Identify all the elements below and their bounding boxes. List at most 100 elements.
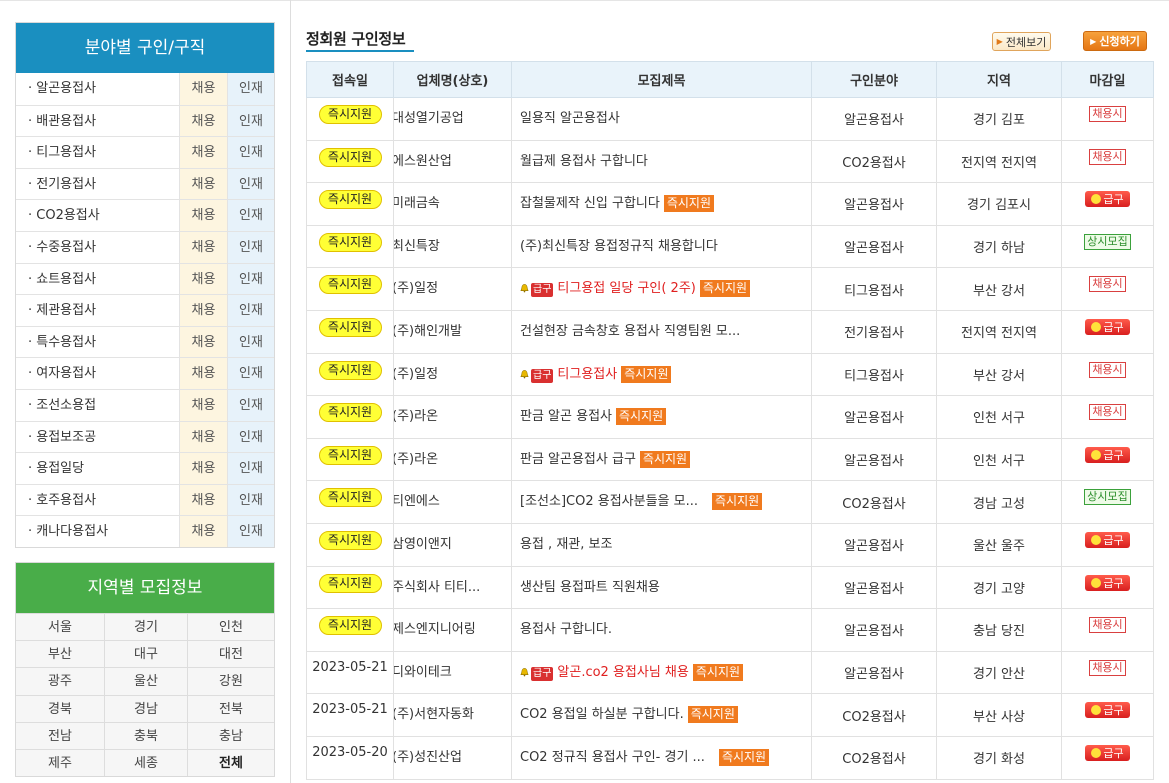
table-row[interactable]: 즉시지원 대성열기공업 일용직 알곤용접사 알곤용접사 경기 김포 채용시: [306, 97, 1154, 141]
instant-apply-badge[interactable]: 즉시지원: [318, 147, 382, 167]
field-link[interactable]: · 호주용접사: [28, 492, 97, 508]
view-all-button[interactable]: ▶ 전체보기: [992, 32, 1051, 51]
company-name[interactable]: 제스엔지니어링: [393, 622, 476, 638]
job-title-link[interactable]: 월급제 용접사 구합니다: [520, 153, 648, 169]
job-title-link[interactable]: CO2 용접일 하실분 구합니다.: [520, 707, 684, 723]
job-title-link[interactable]: [조선소]CO2 용접사분들을 모...: [520, 494, 698, 510]
hire-link[interactable]: 채용: [179, 73, 227, 105]
table-row[interactable]: 즉시지원 (주)해인개발 건설현장 금속창호 용접사 직영팀원 모... 전기용접사 전…: [306, 309, 1154, 354]
hire-link[interactable]: 채용: [179, 168, 227, 200]
job-title-link[interactable]: 건설현장 금속창호 용접사 직영팀원 모...: [520, 323, 741, 339]
region-link[interactable]: 충남: [187, 721, 274, 749]
instant-apply-badge[interactable]: 즉시지원: [318, 616, 382, 636]
job-title-link[interactable]: 용접 , 재관, 보조: [520, 536, 613, 552]
region-link[interactable]: 경북: [16, 694, 104, 722]
instant-apply-badge[interactable]: 즉시지원: [318, 530, 382, 550]
talent-link[interactable]: 인재: [227, 73, 274, 105]
instant-apply-badge[interactable]: 즉시지원: [318, 105, 382, 124]
field-link[interactable]: · 조선소용접: [28, 397, 97, 413]
job-title-link[interactable]: 잡철물제작 신입 구합니다: [520, 196, 660, 212]
company-name[interactable]: 미래금속: [393, 196, 440, 212]
field-link[interactable]: · 쇼트용접사: [28, 271, 97, 287]
region-link[interactable]: 서울: [16, 613, 104, 641]
field-link[interactable]: · 캐나다용접사: [28, 524, 109, 540]
table-row[interactable]: 즉시지원 최신특장 (주)최신특장 용접정규직 채용합니다 알곤용접사 경기 하남 상시모…: [306, 224, 1154, 269]
company-name[interactable]: 디와이테크: [393, 664, 452, 680]
hire-link[interactable]: 채용: [179, 516, 227, 547]
hire-link[interactable]: 채용: [179, 231, 227, 263]
company-name[interactable]: 삼영이앤지: [393, 536, 452, 552]
region-link[interactable]: 인천: [187, 613, 274, 641]
field-link[interactable]: · 전기용접사: [28, 176, 97, 192]
talent-link[interactable]: 인재: [227, 105, 274, 137]
region-link[interactable]: 부산: [16, 640, 104, 668]
region-link[interactable]: 대전: [187, 640, 274, 668]
instant-apply-badge[interactable]: 즉시지원: [318, 317, 382, 337]
table-row[interactable]: 2023-05-21 (주)서현자동화 CO2 용접일 하실분 구합니다. 즉시지원 C…: [306, 693, 1154, 737]
company-name[interactable]: (주)서현자동화: [393, 707, 474, 723]
instant-apply-badge[interactable]: 즉시지원: [318, 275, 382, 295]
hire-link[interactable]: 채용: [179, 295, 227, 326]
instant-apply-badge[interactable]: 즉시지원: [318, 360, 382, 380]
job-title-link[interactable]: 티그용접 일당 구인( 2주): [557, 281, 696, 297]
company-name[interactable]: (주)일정: [393, 281, 439, 297]
field-link[interactable]: · 특수용접사: [28, 334, 97, 350]
hire-link[interactable]: 채용: [179, 200, 227, 231]
hire-link[interactable]: 채용: [179, 358, 227, 389]
field-link[interactable]: · 알곤용접사: [28, 81, 97, 96]
talent-link[interactable]: 인재: [227, 389, 274, 421]
table-row[interactable]: 즉시지원 티엔에스 [조선소]CO2 용접사분들을 모... 즉시지원 CO2용접사 경남…: [306, 480, 1154, 524]
instant-apply-badge[interactable]: 즉시지원: [318, 488, 382, 508]
company-name[interactable]: 대성열기공업: [393, 111, 464, 126]
field-link[interactable]: · 배관용접사: [28, 113, 97, 129]
job-title-link[interactable]: 티그용접사: [557, 366, 618, 382]
talent-link[interactable]: 인재: [227, 137, 274, 168]
region-link[interactable]: 전북: [187, 694, 274, 722]
instant-apply-badge[interactable]: 즉시지원: [318, 445, 382, 465]
company-name[interactable]: (주)라온: [393, 451, 439, 467]
talent-link[interactable]: 인재: [227, 453, 274, 484]
job-title-link[interactable]: 알곤.co2 용접사님 채용: [557, 664, 689, 680]
field-link[interactable]: · 티그용접사: [28, 145, 97, 161]
talent-link[interactable]: 인재: [227, 358, 274, 389]
table-row[interactable]: 즉시지원 (주)라온 판금 알곤 용접사 즉시지원 알곤용접사 인천 서구 채용시: [306, 395, 1154, 439]
talent-link[interactable]: 인재: [227, 484, 274, 516]
table-row[interactable]: 2023-05-21 디와이테크 급구 알곤.co2 용접사님 채용 즉시지원 알곤용접사…: [306, 650, 1154, 695]
hire-link[interactable]: 채용: [179, 105, 227, 137]
table-row[interactable]: 즉시지원 주식회사 티티... 생산팀 용접파트 직원채용 알곤용접사 경기 고양 급구: [306, 565, 1154, 610]
hire-link[interactable]: 채용: [179, 421, 227, 453]
talent-link[interactable]: 인재: [227, 295, 274, 326]
instant-apply-badge[interactable]: 즉시지원: [318, 232, 382, 252]
region-link[interactable]: 울산: [104, 667, 187, 695]
job-title-link[interactable]: (주)최신특장 용접정규직 채용합니다: [520, 238, 718, 254]
apply-button[interactable]: ▶ 신청하기: [1083, 31, 1147, 51]
company-name[interactable]: 최신특장: [393, 238, 440, 254]
hire-link[interactable]: 채용: [179, 326, 227, 358]
table-row[interactable]: 2023-05-20 (주)성진산업 CO2 정규직 용접사 구인- 경기 ... 즉…: [306, 735, 1154, 780]
talent-link[interactable]: 인재: [227, 326, 274, 358]
table-row[interactable]: 즉시지원 (주)라온 판금 알곤용접사 급구 즉시지원 알곤용접사 인천 서구 급구: [306, 437, 1154, 482]
field-link[interactable]: · CO2용접사: [28, 208, 100, 224]
company-name[interactable]: (주)성진산업: [393, 749, 462, 765]
region-link[interactable]: 제주: [16, 748, 104, 777]
field-link[interactable]: · 제관용접사: [28, 303, 97, 319]
instant-apply-badge[interactable]: 즉시지원: [318, 190, 382, 210]
table-row[interactable]: 즉시지원 에스원산업 월급제 용접사 구합니다 CO2용접사 전지역 전지역 채용시: [306, 139, 1154, 184]
table-row[interactable]: 즉시지원 (주)일정 급구 티그용접 일당 구인( 2주) 즉시지원 티그용접사 부산 강서…: [306, 267, 1154, 311]
job-title-link[interactable]: 판금 알곤 용접사: [520, 409, 612, 425]
company-name[interactable]: (주)해인개발: [393, 323, 462, 339]
region-link[interactable]: 세종: [104, 748, 187, 777]
region-link[interactable]: 경남: [104, 694, 187, 722]
company-name[interactable]: (주)라온: [393, 409, 439, 425]
field-link[interactable]: · 수중용접사: [28, 239, 97, 255]
company-name[interactable]: 티엔에스: [393, 494, 440, 510]
region-link[interactable]: 대구: [104, 640, 187, 668]
table-row[interactable]: 즉시지원 (주)일정 급구 티그용접사 즉시지원 티그용접사 부산 강서 채용시: [306, 352, 1154, 397]
field-link[interactable]: · 용접일당: [28, 461, 85, 477]
talent-link[interactable]: 인재: [227, 421, 274, 453]
instant-apply-badge[interactable]: 즉시지원: [318, 573, 382, 593]
job-title-link[interactable]: 판금 알곤용접사 급구: [520, 451, 636, 467]
talent-link[interactable]: 인재: [227, 263, 274, 295]
hire-link[interactable]: 채용: [179, 453, 227, 484]
hire-link[interactable]: 채용: [179, 389, 227, 421]
